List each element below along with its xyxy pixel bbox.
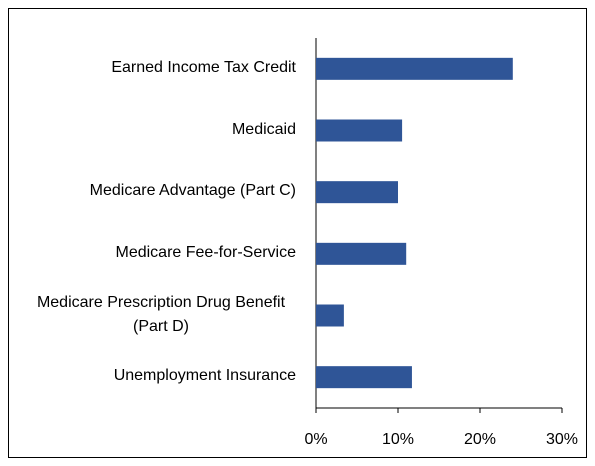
bar <box>316 181 398 204</box>
y-tick-label: Medicaid <box>231 120 296 138</box>
bar <box>316 366 412 389</box>
x-tick-label: 30% <box>546 431 578 448</box>
chart-border <box>8 8 587 458</box>
x-tick-label: 0% <box>304 431 327 448</box>
y-tick-label: Unemployment Insurance <box>113 367 296 385</box>
y-tick-label: Medicare Prescription Drug Benefit (Part… <box>36 293 286 335</box>
x-tick-label: 10% <box>382 431 414 448</box>
y-tick-label: Medicare Advantage (Part C) <box>89 182 296 200</box>
y-tick-label: Earned Income Tax Credit <box>111 58 296 76</box>
y-tick-label: Medicare Fee-for-Service <box>115 243 297 261</box>
bar <box>316 304 344 327</box>
bar <box>316 119 403 142</box>
x-tick-label: 20% <box>464 431 496 448</box>
bar <box>316 57 513 80</box>
bar <box>316 242 407 265</box>
